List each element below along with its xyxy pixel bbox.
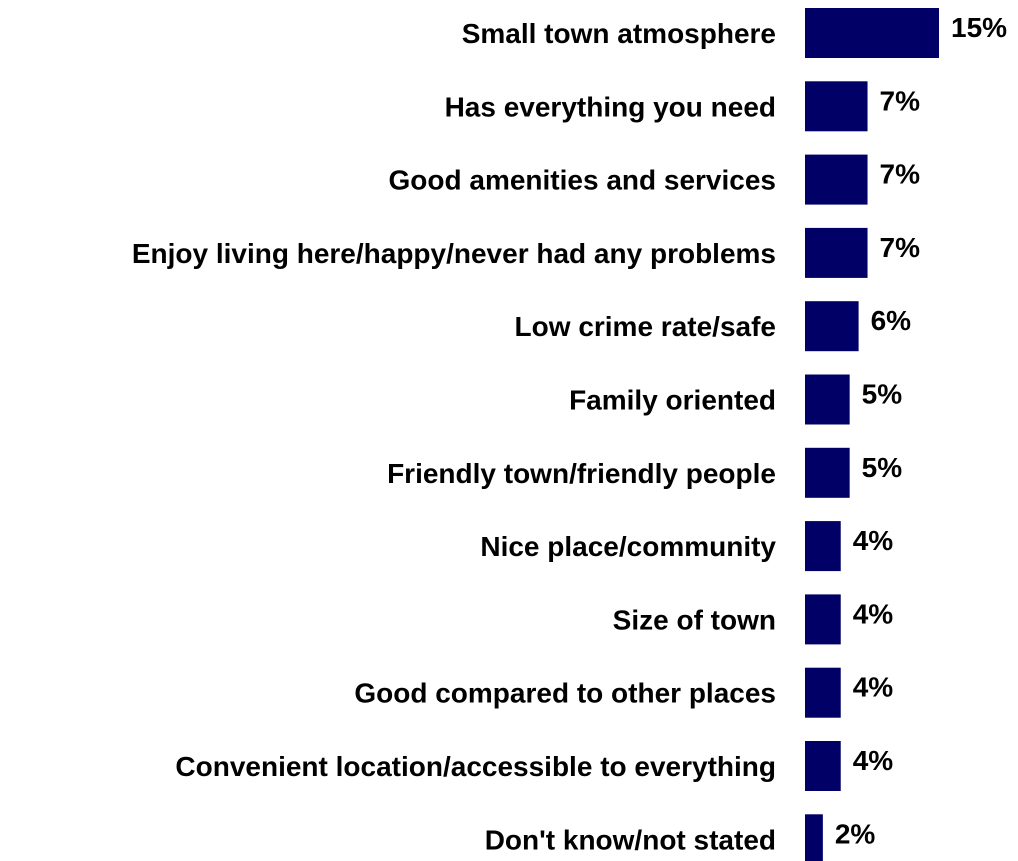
value-label: 15%	[951, 12, 1007, 43]
bar	[805, 301, 859, 352]
category-label: Friendly town/friendly people	[387, 458, 776, 489]
value-label: 5%	[862, 379, 903, 410]
bar	[805, 814, 823, 861]
bar	[805, 594, 841, 645]
bar	[805, 521, 841, 572]
bar	[805, 741, 841, 791]
category-label: Size of town	[613, 604, 776, 635]
category-label: Enjoy living here/happy/never had any pr…	[132, 238, 776, 269]
category-label: Small town atmosphere	[462, 18, 776, 49]
bar	[805, 8, 939, 58]
value-label: 6%	[871, 305, 912, 336]
bar	[805, 154, 868, 205]
value-label: 5%	[862, 452, 903, 483]
value-label: 4%	[853, 745, 894, 776]
value-label: 7%	[880, 85, 921, 116]
value-label: 7%	[880, 159, 921, 190]
bar	[805, 447, 850, 498]
value-labels: 15% 7% 7% 7% 6% 5% 5% 4% 4% 4% 4% 2%	[835, 12, 1007, 849]
value-label: 4%	[853, 525, 894, 556]
category-label: Good amenities and services	[389, 165, 777, 196]
bar	[805, 667, 841, 718]
category-label: Low crime rate/safe	[515, 311, 776, 342]
value-label: 7%	[880, 232, 921, 263]
bars	[805, 8, 939, 861]
bar	[805, 374, 850, 425]
bar	[805, 81, 868, 132]
category-labels: Small town atmosphere Has everything you …	[132, 18, 777, 855]
value-label: 4%	[853, 598, 894, 629]
category-label: Don't know/not stated	[485, 824, 776, 855]
category-label: Family oriented	[569, 385, 776, 416]
category-label: Has everything you need	[445, 91, 776, 122]
value-label: 4%	[853, 672, 894, 703]
value-label: 2%	[835, 818, 876, 849]
category-label: Convenient location/accessible to everyt…	[175, 751, 776, 782]
category-label: Good compared to other places	[354, 678, 776, 709]
bar	[805, 227, 868, 278]
category-label: Nice place/community	[480, 531, 776, 562]
